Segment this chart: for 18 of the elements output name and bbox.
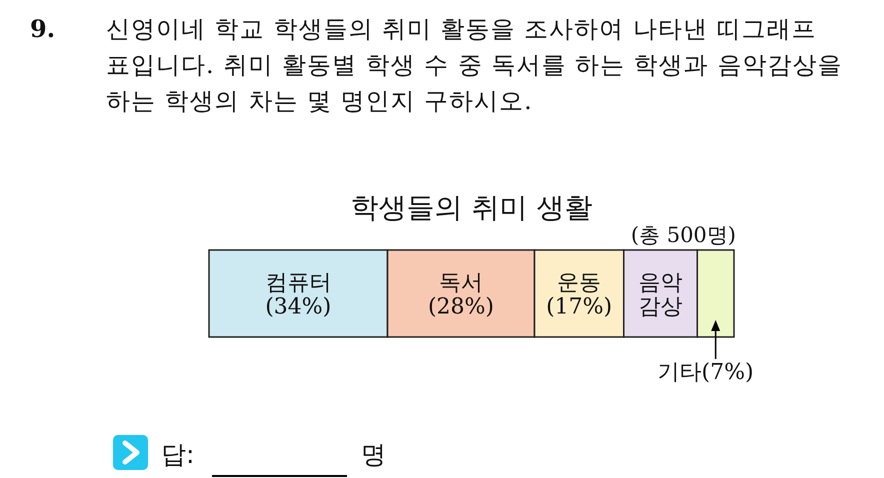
text: 기타(7%) xyxy=(658,360,754,385)
text: 9. xyxy=(30,14,56,43)
chart-subtitle: (총 500명) xyxy=(630,223,736,247)
series-label: 음악감상 xyxy=(638,270,682,320)
text: 답: xyxy=(161,440,194,469)
data-label: (28%) xyxy=(428,294,494,320)
data-label: (17%) xyxy=(546,294,612,320)
data-label: (34%) xyxy=(265,294,332,320)
bar: 운동 (17%) xyxy=(534,249,624,338)
bar: 컴퓨터 (34%) xyxy=(208,249,388,338)
series-label: 독서 xyxy=(439,270,483,296)
question-text: 신영이네 학교 학생들의 취미 활동을 조사하여 나타낸 띠그래프 표입니다. 취미 활동별 학생 수 중 독서를 하는 학생과 음악감상을 하는 학생의 차는 몇 명인지 구하시오. xyxy=(106,15,842,115)
chart-title: 학생들의 취미 생활 xyxy=(350,191,592,224)
series-label: 운동 xyxy=(557,270,602,296)
series-label: 컴퓨터 xyxy=(265,270,332,296)
bar: 음악감상 xyxy=(623,249,698,338)
bar: 독서 (28%) xyxy=(386,249,536,338)
text: 명 xyxy=(361,440,386,469)
